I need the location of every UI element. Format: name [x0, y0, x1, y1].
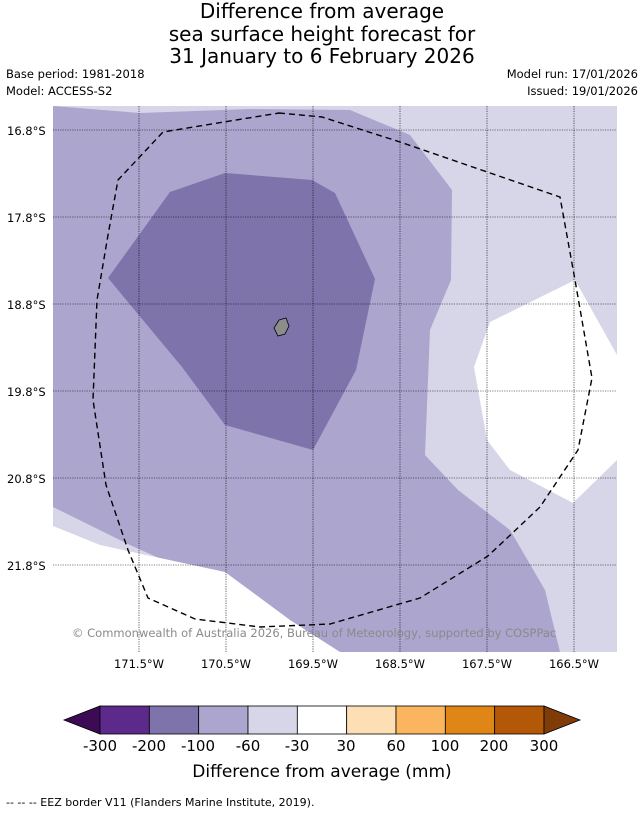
colorbar-tick: -30	[284, 737, 310, 755]
band-minus200-minus100	[108, 173, 375, 450]
colorbar-tick: -60	[235, 737, 261, 755]
lat-label: 18.8°S	[7, 298, 46, 312]
lon-label: 166.5°W	[548, 657, 600, 671]
colorbar-cell	[444, 705, 496, 735]
colorbar-cell	[198, 705, 249, 735]
lon-label: 167.5°W	[461, 657, 513, 671]
lon-label: 171.5°W	[113, 657, 165, 671]
colorbar-tick: 30	[336, 737, 356, 755]
colorbar-cells	[62, 705, 582, 735]
meta-left: Base period: 1981-2018 Model: ACCESS-S2	[6, 66, 145, 100]
base-period: Base period: 1981-2018	[6, 67, 145, 81]
colorbar-tick: 300	[529, 737, 559, 755]
colorbar-cell	[99, 705, 150, 735]
lon-label: 169.5°W	[287, 657, 339, 671]
eez-legend-note: -- -- -- EEZ border V11 (Flanders Marine…	[6, 796, 315, 809]
colorbar-tick: 60	[386, 737, 406, 755]
title-line-3: 31 January to 6 February 2026	[169, 44, 475, 68]
title-line-1: Difference from average	[199, 0, 445, 23]
colorbar-cell	[247, 705, 298, 735]
lat-label: 21.8°S	[7, 559, 46, 573]
graticule	[53, 106, 617, 652]
lat-label: 17.8°S	[7, 211, 46, 225]
colorbar-extend-low	[62, 705, 101, 735]
band-neutral-east	[474, 280, 617, 503]
colorbar-extend-high	[543, 705, 582, 735]
colorbar-tick: -200	[131, 737, 167, 755]
meta-right: Model run: 17/01/2026 Issued: 19/01/2026	[507, 66, 638, 100]
lon-label: 168.5°W	[374, 657, 426, 671]
colorbar-tick: 200	[479, 737, 509, 755]
title-line-2: sea surface height forecast for	[168, 21, 476, 46]
colorbar-cell	[395, 705, 446, 735]
map-title: Difference from average sea surface heig…	[0, 0, 644, 68]
colorbar-tick: -100	[180, 737, 216, 755]
colorbar-cell	[148, 705, 200, 735]
colorbar-tick: -300	[82, 737, 118, 755]
colorbar-label: Difference from average (mm)	[192, 762, 452, 782]
island-landmass	[273, 317, 290, 337]
model-name: Model: ACCESS-S2	[6, 84, 113, 98]
copyright-notice: © Commonwealth of Australia 2026, Bureau…	[72, 626, 557, 640]
lon-label: 170.5°W	[200, 657, 252, 671]
model-run: Model run: 17/01/2026	[506, 67, 638, 81]
lat-label: 19.8°S	[7, 385, 46, 399]
issued-date: Issued: 19/01/2026	[527, 84, 638, 98]
colorbar-cell	[494, 705, 545, 735]
colorbar-cell	[346, 705, 397, 735]
eez-border	[92, 112, 593, 628]
lat-label: 16.8°S	[7, 124, 46, 138]
band-neutral-south	[53, 526, 340, 652]
lat-label: 20.8°S	[7, 472, 46, 486]
colorbar-tick: 100	[430, 737, 460, 755]
colorbar-cell	[296, 705, 348, 735]
